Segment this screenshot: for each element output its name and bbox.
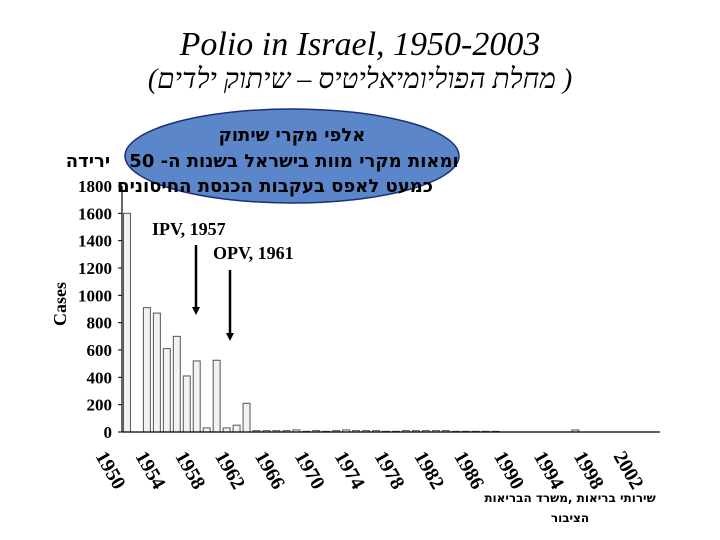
y-tick-label: 600 <box>87 341 113 360</box>
bar-1957 <box>192 360 201 433</box>
bar-series <box>123 212 580 433</box>
y-tick-label: 200 <box>87 396 113 415</box>
chart-subtitle: (מחלת הפוליומיאליטיס – שיתוק ילדים ) <box>147 64 573 95</box>
x-tick-label: 1954 <box>130 448 169 494</box>
ipv-annotation: IPV, 1957 <box>152 219 226 239</box>
callout-line-2: ומאות מקרי מוות בישראל בשנות ה- 50 <box>129 151 458 172</box>
y-tick-label: 1000 <box>78 286 112 305</box>
bar-1958 <box>202 427 211 433</box>
y-tick-label: 1200 <box>78 259 112 278</box>
x-tick-label: 1990 <box>489 448 528 494</box>
y-tick-label: 400 <box>87 368 113 387</box>
y-tick-label: 0 <box>104 423 113 442</box>
y-tick-label: 800 <box>87 314 113 333</box>
x-axis: 1950 1954 1958 1962 1966 1970 1974 1978 1982 1986… <box>91 431 660 494</box>
bar-1959 <box>212 359 221 433</box>
y-tick-label: 1800 <box>78 177 112 196</box>
x-tick-label: 1982 <box>409 448 448 494</box>
x-tick-label: 1974 <box>330 448 369 494</box>
bar-1962 <box>242 402 251 433</box>
callout-line-2-tail: ירידה <box>66 151 110 172</box>
callout-bubble <box>124 108 460 204</box>
bar-1956 <box>182 375 191 433</box>
x-tick-label: 1998 <box>569 448 608 494</box>
y-tick-label: 1600 <box>78 204 112 223</box>
callout-line-3: כמעט לאפס בעקבות הכנסת החיסונים <box>117 176 433 197</box>
x-tick-label: 1994 <box>529 448 568 494</box>
x-tick-label: 1950 <box>91 448 130 494</box>
bar-1961 <box>232 424 241 433</box>
callout-line-1: אלפי מקרי שיתוק <box>219 125 366 146</box>
y-axis: 0 200 400 600 800 1000 1200 1400 1600 1800 <box>78 177 123 442</box>
source-line-2: הציבור <box>550 511 590 525</box>
x-tick-label: 1986 <box>449 448 488 494</box>
x-tick-label: 1966 <box>250 448 289 494</box>
chart-title: Polio in Israel, 1950-2003 <box>179 26 541 63</box>
y-axis-label: Cases <box>50 282 70 326</box>
y-tick-label: 1400 <box>78 232 112 251</box>
x-tick-label: 2002 <box>609 448 648 494</box>
bar-1952 <box>142 307 151 433</box>
x-tick-label: 1962 <box>210 448 249 494</box>
bar-1955 <box>172 335 181 433</box>
source-note: שירותי בריאות ,משרד הבריאות הציבור <box>470 488 670 528</box>
x-tick-label: 1958 <box>170 448 209 494</box>
bar-1950 <box>123 212 131 433</box>
opv-annotation: OPV, 1961 <box>213 243 294 263</box>
bar-1953 <box>152 312 161 433</box>
x-tick-label: 1978 <box>370 448 409 494</box>
x-tick-label: 1970 <box>290 448 329 494</box>
bar-1954 <box>162 348 171 433</box>
source-line-1: שירותי בריאות ,משרד הבריאות <box>484 491 656 505</box>
bar-1960 <box>222 427 231 433</box>
